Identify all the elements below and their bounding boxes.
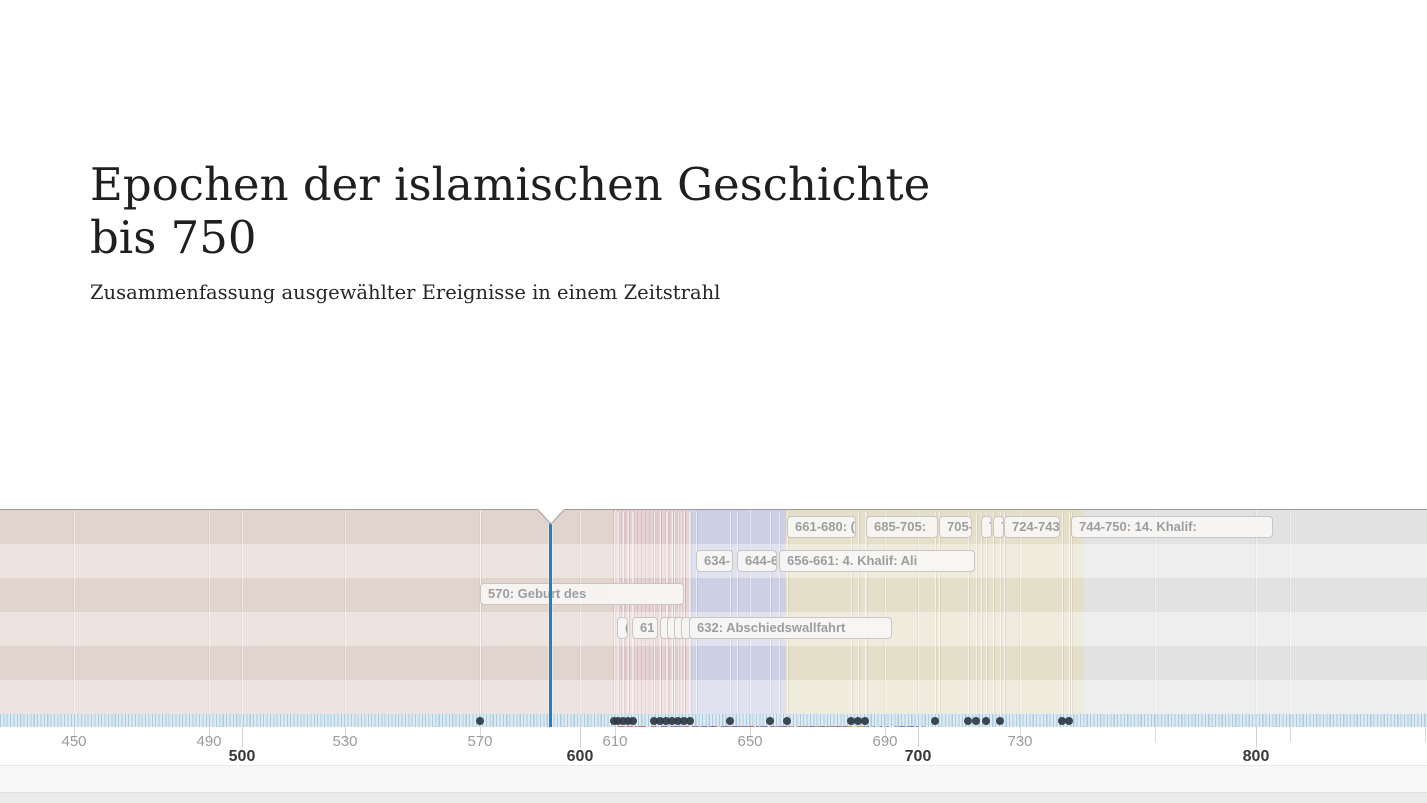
footer-band — [0, 765, 1427, 793]
event-flag[interactable]: 632: Abschiedswallfahrt — [689, 617, 892, 639]
event-marker-dot[interactable] — [1058, 717, 1066, 725]
event-marker-dot[interactable] — [783, 717, 791, 725]
event-marker-dot[interactable] — [656, 717, 664, 725]
timeline-title: Epochen der islamischen Geschichte bis 7… — [90, 158, 931, 265]
umayyaden-band — [786, 510, 1084, 714]
event-flag[interactable]: 570: Geburt des — [480, 583, 684, 605]
axis-tick-minor — [345, 727, 346, 742]
event-marker-dot[interactable] — [854, 717, 862, 725]
timeline-tick-strip[interactable] — [0, 714, 1427, 728]
post-750-band — [1084, 510, 1427, 714]
attribution-band — [0, 792, 1427, 803]
event-marker-dot[interactable] — [847, 717, 855, 725]
timeline-subtitle: Zusammenfassung ausgewählter Ereignisse … — [90, 280, 721, 304]
axis-label-major: 700 — [904, 748, 932, 765]
axis-label-minor: 530 — [332, 733, 358, 750]
axis-tick-minor — [480, 727, 481, 742]
event-marker-dot[interactable] — [861, 717, 869, 725]
zeit-des-propheten-band — [613, 510, 689, 714]
axis-tick-major — [580, 727, 581, 747]
event-marker-dot[interactable] — [972, 717, 980, 725]
axis-label-minor: 650 — [737, 733, 763, 750]
axis-tick-major — [1256, 727, 1257, 747]
axis-tick-major — [242, 727, 243, 747]
pre-islamic-band — [0, 510, 613, 714]
event-marker-dot[interactable] — [982, 717, 990, 725]
axis-label-major: 800 — [1242, 748, 1270, 765]
event-marker-dot[interactable] — [964, 717, 972, 725]
event-flag[interactable]: 644-6 — [737, 550, 777, 572]
event-marker-dot[interactable] — [766, 717, 774, 725]
axis-label-major: 600 — [566, 748, 594, 765]
event-flag[interactable]: 685-705: — [866, 516, 938, 538]
axis-tick-minor — [885, 727, 886, 742]
current-position-line — [549, 522, 552, 728]
rechtgeleitete-khalifen-band — [689, 510, 786, 714]
axis-tick-minor — [750, 727, 751, 742]
event-marker-dot[interactable] — [996, 717, 1004, 725]
event-flag[interactable]: 61 — [632, 617, 658, 639]
axis-tick-minor — [74, 727, 75, 742]
event-flag[interactable]: 7 — [981, 516, 992, 538]
current-position-marker-icon — [538, 509, 564, 523]
axis-tick-minor — [1155, 727, 1156, 742]
event-marker-dot[interactable] — [674, 717, 682, 725]
event-flag[interactable]: 656-661: 4. Khalif: Ali — [779, 550, 975, 572]
event-marker-dot[interactable] — [629, 717, 637, 725]
axis-label-minor: 490 — [196, 733, 222, 750]
event-marker-dot[interactable] — [686, 717, 694, 725]
event-marker-dot[interactable] — [680, 717, 688, 725]
axis-label-minor: 570 — [467, 733, 493, 750]
event-marker-dot[interactable] — [614, 717, 622, 725]
axis-label-minor: 690 — [872, 733, 898, 750]
event-flag[interactable]: 661-680: ( — [787, 516, 856, 538]
event-flag[interactable]: 634- — [696, 550, 733, 572]
axis-label-minor: 610 — [602, 733, 628, 750]
axis-tick-minor — [615, 727, 616, 742]
event-flag[interactable]: 724-743: — [1004, 516, 1060, 538]
event-marker-dot[interactable] — [662, 717, 670, 725]
axis-tick-minor — [209, 727, 210, 742]
event-marker-dot[interactable] — [650, 717, 658, 725]
event-marker-dot[interactable] — [726, 717, 734, 725]
timeline-navigation[interactable]: 661-680: (685-705:705-77724-743:744-750:… — [0, 509, 1427, 738]
axis-label-major: 500 — [228, 748, 256, 765]
event-flag[interactable]: 705- — [939, 516, 972, 538]
axis-tick-major — [918, 727, 919, 747]
axis-label-minor: 450 — [61, 733, 87, 750]
axis-tick-minor — [1020, 727, 1021, 742]
event-flag[interactable]: 7 — [993, 516, 1004, 538]
event-marker-dot[interactable] — [931, 717, 939, 725]
event-flag[interactable]: ( — [617, 617, 628, 639]
axis-tick-minor — [1425, 727, 1426, 742]
event-marker-dot[interactable] — [624, 717, 632, 725]
axis-tick-minor — [1290, 727, 1291, 742]
event-marker-dot[interactable] — [619, 717, 627, 725]
event-marker-dot[interactable] — [476, 717, 484, 725]
timeline-axis: 450 490 530 570 610 650 690 730 500 600 700 800 — [0, 727, 1427, 765]
axis-label-minor: 730 — [1007, 733, 1033, 750]
event-marker-dot[interactable] — [1065, 717, 1073, 725]
event-marker-dot[interactable] — [668, 717, 676, 725]
event-flag[interactable]: 744-750: 14. Khalif: — [1071, 516, 1273, 538]
